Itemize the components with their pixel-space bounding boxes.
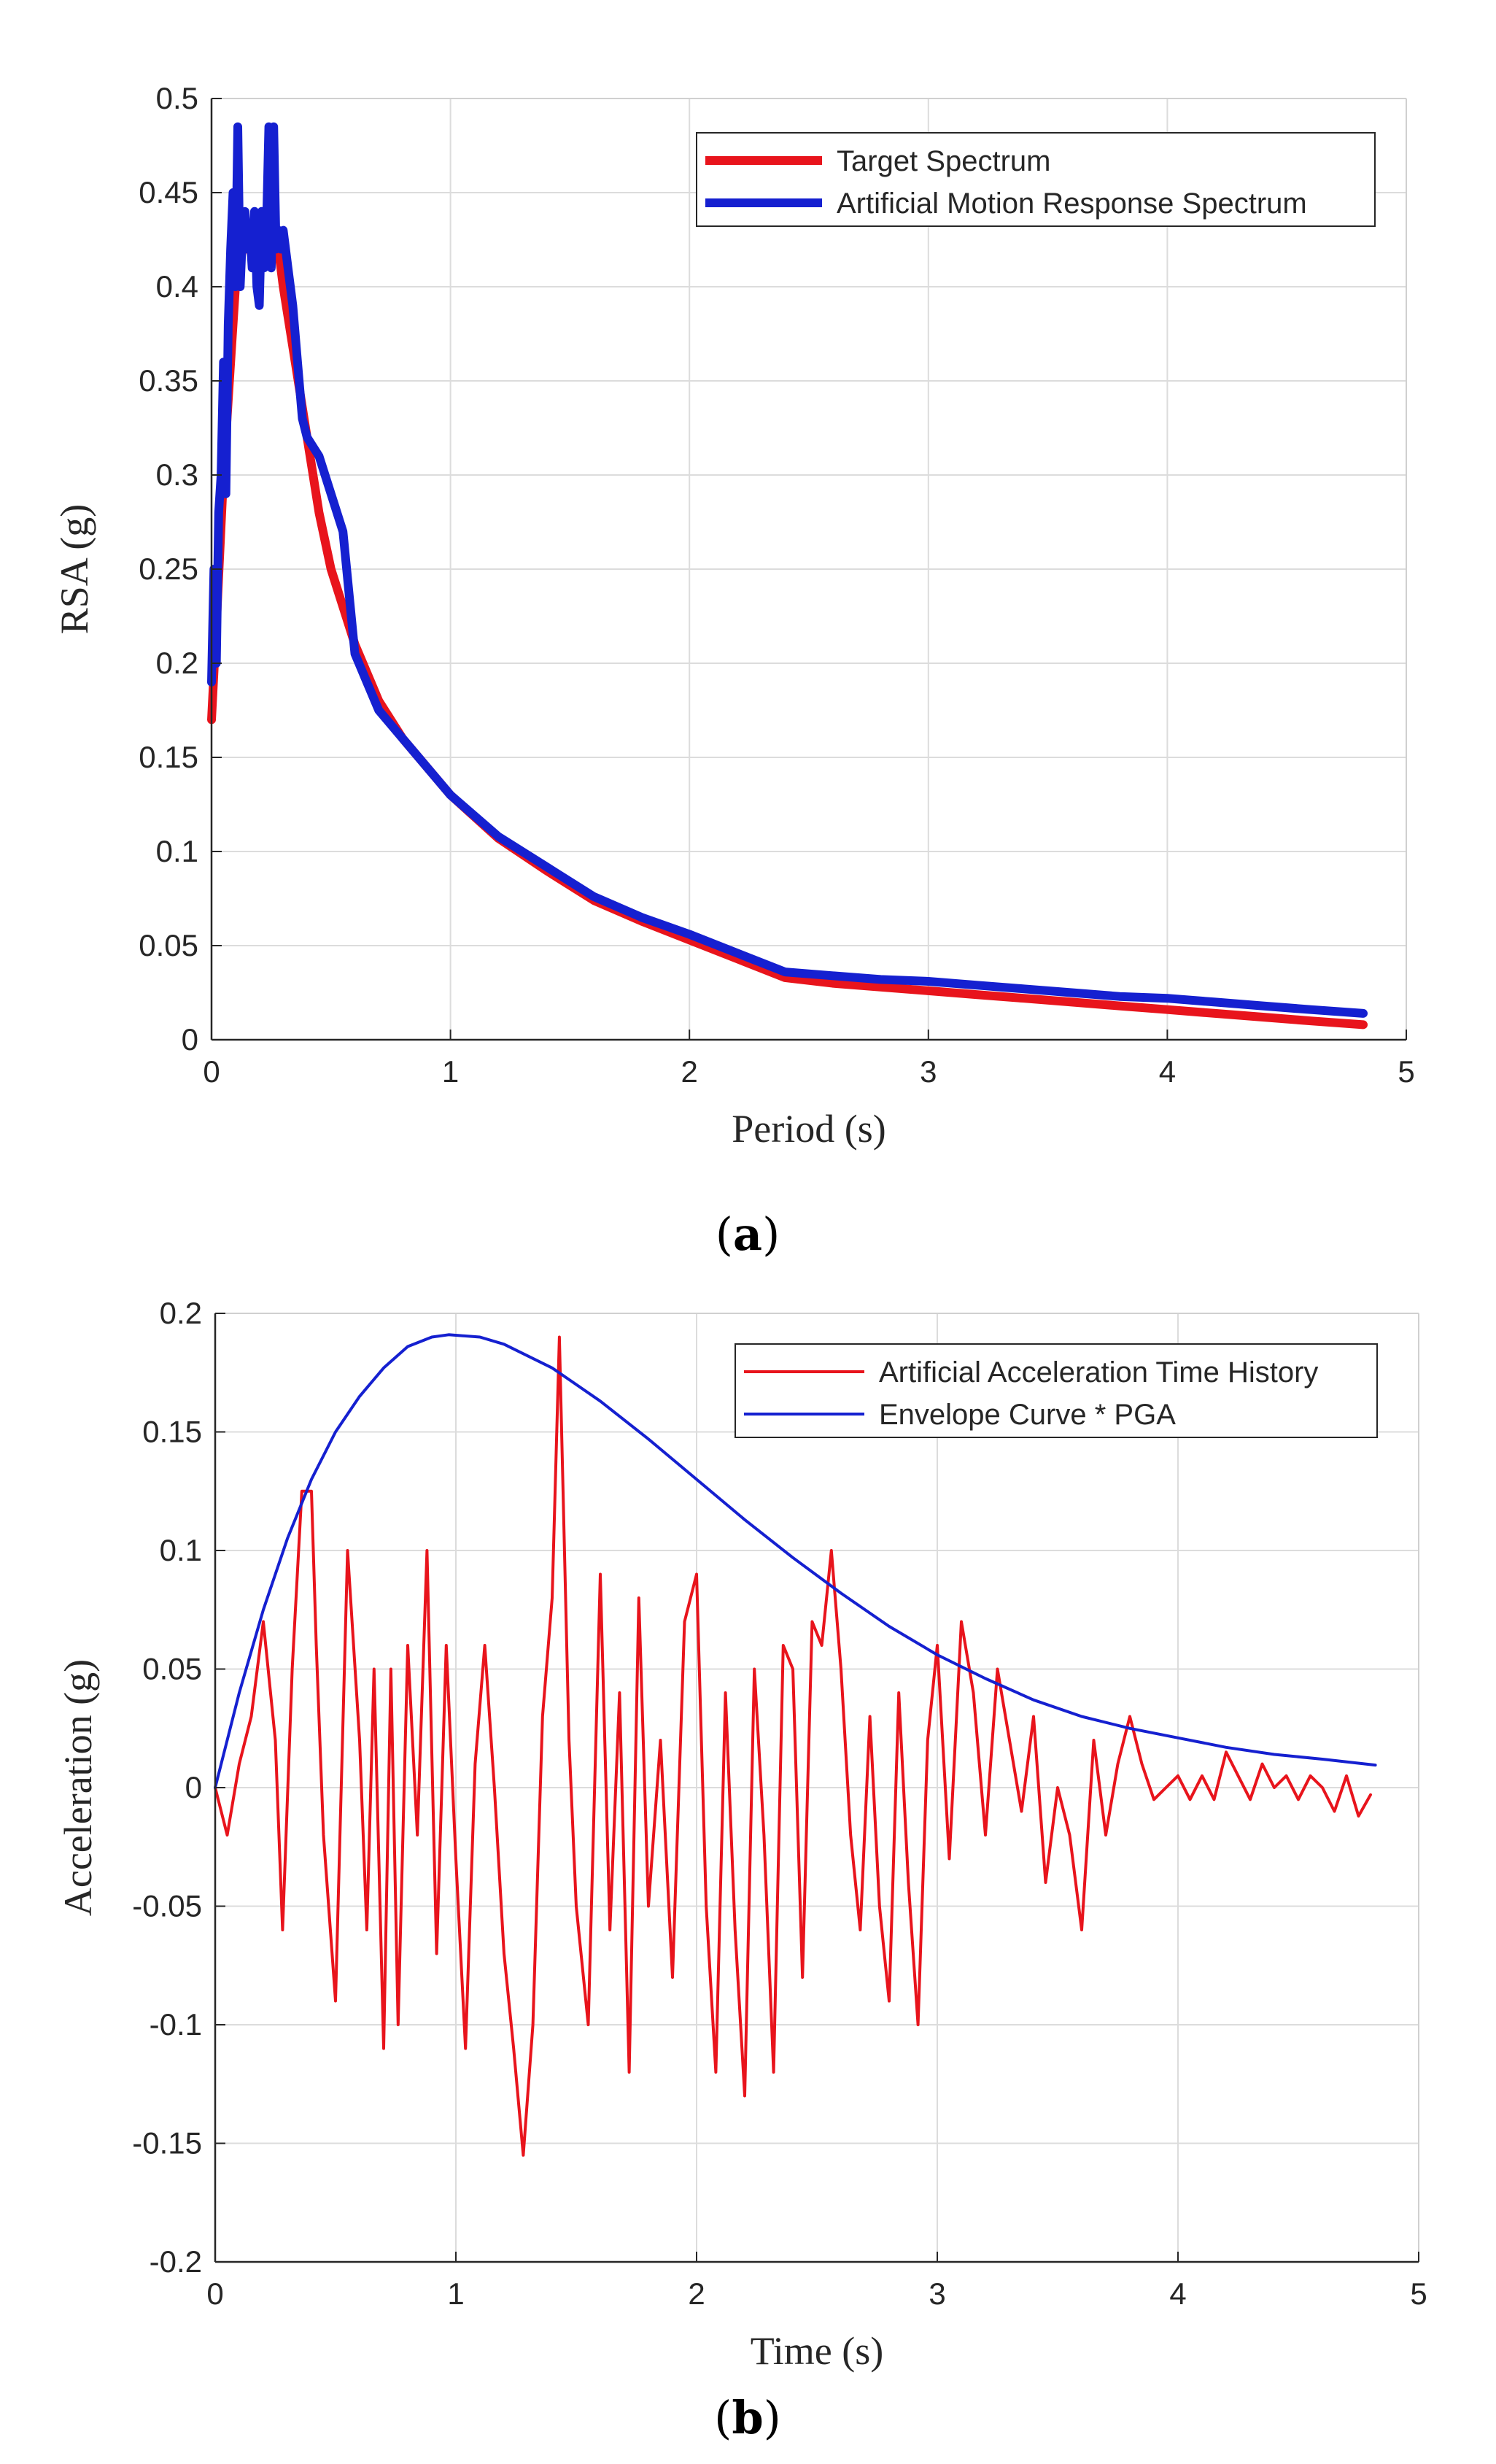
chart-b-y-tick-label: 0 <box>185 1770 202 1804</box>
chart-b-series <box>214 1333 1377 2157</box>
chart-a-y-tick-label: 0.2 <box>156 646 198 680</box>
caption-b-close: ) <box>764 2391 781 2444</box>
chart-a-x-ticks: 0 1 2 3 4 5 <box>203 1030 1415 1089</box>
chart-b-x-tick-label: 3 <box>929 2276 945 2311</box>
chart-b-x-ticks: 0 1 2 3 4 5 <box>206 2252 1427 2311</box>
chart-b: 0 1 2 3 4 5 -0.2 -0.15 -0.1 -0.05 0 0.05 0.1 0.15 0.2… <box>56 1296 1427 2373</box>
chart-a-y-tick-label: 0.4 <box>156 269 198 304</box>
chart-b-legend-label-envelope: Envelope Curve * PGA <box>879 1399 1176 1431</box>
chart-b-y-tick-label: -0.15 <box>132 2126 202 2160</box>
chart-a-x-axis-label: Period (s) <box>732 1107 885 1151</box>
chart-a-y-tick-label: 0.5 <box>156 81 198 115</box>
chart-a-series <box>207 122 1368 1030</box>
chart-b-legend: Artificial Acceleration Time History Env… <box>735 1343 1378 1438</box>
chart-b-y-tick-label: -0.2 <box>150 2244 202 2279</box>
chart-a: 0 1 2 3 4 5 0 0.05 0.1 0.15 0.2 0.25 0.3 0.35 0.4 0.45… <box>53 81 1415 1151</box>
chart-b-y-tick-label: 0.05 <box>142 1652 202 1686</box>
chart-b-y-tick-label: -0.05 <box>132 1889 202 1923</box>
chart-a-y-tick-label: 0.25 <box>139 552 198 586</box>
chart-a-y-tick-label: 0.3 <box>156 457 198 492</box>
chart-a-y-tick-label: 0.15 <box>139 740 198 774</box>
chart-b-legend-label-acceleration: Artificial Acceleration Time History <box>879 1356 1318 1389</box>
chart-a-legend-label-target: Target Spectrum <box>837 145 1050 177</box>
chart-b-y-tick-label: -0.1 <box>150 2007 202 2042</box>
caption-a-letter: a <box>733 1208 762 1261</box>
chart-b-y-axis-label: Acceleration (g) <box>56 1659 100 1916</box>
chart-b-series-line-1 <box>214 1335 1372 2157</box>
chart-a-series-line-2 <box>207 122 1368 1018</box>
chart-a-frame <box>212 98 1407 1040</box>
chart-b-y-tick-label: 0.15 <box>142 1415 202 1449</box>
caption-a-close: ) <box>762 1208 780 1261</box>
chart-b-x-tick-label: 2 <box>688 2276 705 2311</box>
chart-a-y-tick-label: 0.1 <box>156 834 198 868</box>
chart-a-legend: Target Spectrum Artificial Motion Respon… <box>696 132 1376 227</box>
chart-b-frame <box>215 1313 1419 2262</box>
chart-a-x-tick-label: 3 <box>920 1054 937 1089</box>
chart-a-y-axis-label: RSA (g) <box>53 504 96 635</box>
chart-b-y-ticks: -0.2 -0.15 -0.1 -0.05 0 0.05 0.1 0.15 0.2 <box>132 1296 225 2279</box>
chart-a-y-tick-label: 0.35 <box>139 363 198 398</box>
caption-b: (b) <box>714 2391 781 2444</box>
chart-a-y-ticks: 0 0.05 0.1 0.15 0.2 0.25 0.3 0.35 0.4 0.45 0.5 <box>139 81 222 1057</box>
chart-a-legend-label-artificial: Artificial Motion Response Spectrum <box>837 188 1307 220</box>
chart-a-y-tick-label: 0.05 <box>139 928 198 962</box>
chart-b-x-tick-label: 1 <box>447 2276 464 2311</box>
chart-a-y-tick-label: 0 <box>182 1022 198 1057</box>
chart-a-y-tick-label: 0.45 <box>139 175 198 209</box>
chart-a-legend-box <box>696 132 1376 227</box>
chart-b-x-axis-label: Time (s) <box>751 2329 884 2373</box>
chart-b-x-tick-label: 4 <box>1169 2276 1186 2311</box>
chart-b-series-line-2 <box>214 1333 1377 1789</box>
chart-a-x-tick-label: 4 <box>1159 1054 1176 1089</box>
caption-a-open: ( <box>716 1208 733 1261</box>
caption-b-open: ( <box>714 2391 732 2444</box>
chart-b-x-tick-label: 0 <box>206 2276 223 2311</box>
chart-b-y-tick-label: 0.1 <box>160 1533 202 1567</box>
chart-a-x-tick-label: 2 <box>681 1054 698 1089</box>
chart-a-x-tick-label: 1 <box>442 1054 459 1089</box>
caption-a: (a) <box>716 1208 780 1261</box>
chart-b-y-tick-label: 0.2 <box>160 1296 202 1330</box>
chart-a-x-tick-label: 0 <box>203 1054 220 1089</box>
chart-b-legend-box <box>735 1343 1378 1438</box>
chart-b-x-tick-label: 5 <box>1410 2276 1427 2311</box>
caption-b-letter: b <box>732 2391 763 2444</box>
chart-a-x-tick-label: 5 <box>1398 1054 1414 1089</box>
